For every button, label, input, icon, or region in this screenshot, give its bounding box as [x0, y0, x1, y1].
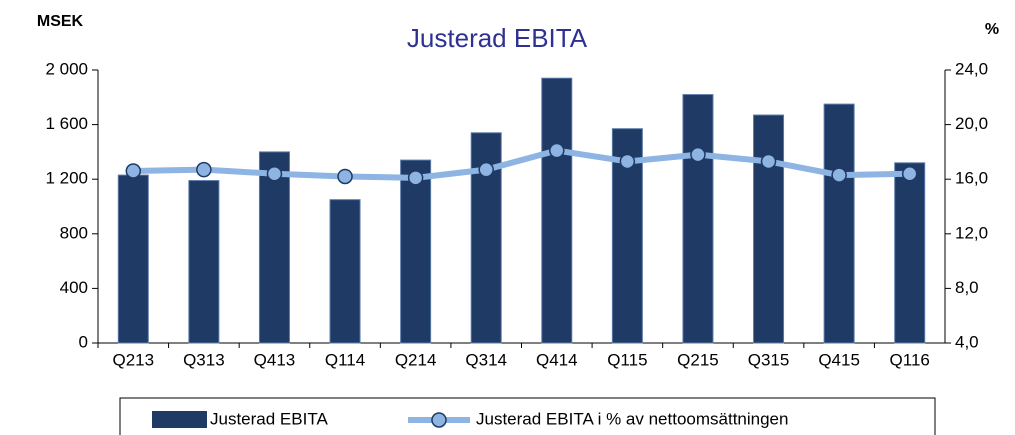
- y-tick-label: 800: [60, 223, 88, 242]
- y2-tick-label: 12,0: [955, 223, 988, 242]
- line: [133, 147, 910, 181]
- line-marker: [196, 161, 212, 178]
- bar: [823, 103, 855, 344]
- x-tick-label: Q313: [183, 350, 225, 369]
- x-tick-label: Q214: [395, 350, 437, 369]
- line-marker: [760, 153, 777, 170]
- line-marker: [901, 165, 918, 182]
- x-tick-label: Q314: [465, 350, 507, 369]
- y-tick-label: 0: [79, 332, 88, 351]
- bar: [894, 162, 926, 344]
- legend-label: Justerad EBITA i % av nettoomsättningen: [476, 409, 788, 428]
- bar: [400, 159, 432, 344]
- x-tick-label: Q315: [748, 350, 790, 369]
- y2-tick-label: 8,0: [955, 278, 979, 297]
- y-tick-label: 2 000: [45, 59, 88, 78]
- x-tick-label: Q213: [112, 350, 154, 369]
- legend-swatch: [431, 412, 447, 428]
- line-marker: [619, 153, 636, 170]
- y-axis-title: MSEK: [37, 13, 84, 30]
- y-tick-label: 1 600: [45, 114, 88, 133]
- x-tick-label: Q414: [536, 350, 578, 369]
- bar: [117, 174, 149, 344]
- y-tick-label: 1 200: [45, 169, 88, 188]
- bar: [329, 199, 361, 344]
- line-marker: [125, 163, 142, 179]
- y2-axis-title: %: [985, 21, 999, 38]
- x-tick-label: Q116: [890, 350, 930, 369]
- bar: [682, 94, 714, 344]
- y2-tick-label: 24,0: [955, 59, 988, 78]
- bar: [188, 180, 220, 344]
- line-marker: [337, 168, 353, 185]
- bar: [541, 77, 573, 344]
- line-marker: [549, 142, 565, 159]
- line-marker: [266, 165, 283, 182]
- x-tick-label: Q215: [677, 350, 719, 369]
- line-marker: [407, 170, 424, 186]
- legend-box: [119, 397, 936, 435]
- line-marker: [831, 167, 847, 183]
- line-marker: [690, 146, 706, 163]
- x-tick-label: Q114: [325, 350, 365, 369]
- x-tick-label: Q115: [607, 350, 647, 369]
- y2-tick-label: 20,0: [955, 114, 988, 133]
- x-tick-label: Q415: [818, 350, 860, 369]
- y-tick-label: 400: [60, 278, 88, 297]
- legend-swatch: [152, 411, 207, 428]
- legend-label: Justerad EBITA: [210, 409, 328, 428]
- line-marker: [478, 161, 494, 178]
- bar: [753, 114, 785, 344]
- x-tick-label: Q413: [254, 350, 296, 369]
- chart-title: Justerad EBITA: [407, 23, 588, 53]
- y2-tick-label: 16,0: [955, 169, 988, 188]
- bar: [258, 151, 290, 344]
- y2-tick-label: 4,0: [955, 332, 979, 351]
